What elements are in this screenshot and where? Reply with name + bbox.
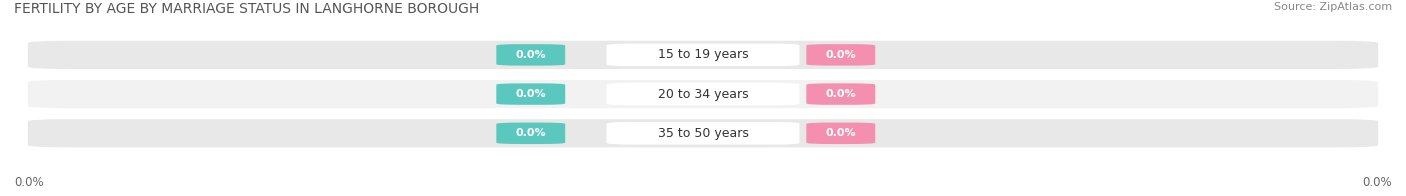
FancyBboxPatch shape <box>807 44 875 66</box>
Text: 0.0%: 0.0% <box>825 50 856 60</box>
Text: 0.0%: 0.0% <box>825 128 856 138</box>
Text: 20 to 34 years: 20 to 34 years <box>658 88 748 101</box>
Text: 0.0%: 0.0% <box>516 50 546 60</box>
FancyBboxPatch shape <box>496 122 565 144</box>
Text: Source: ZipAtlas.com: Source: ZipAtlas.com <box>1274 2 1392 12</box>
Text: 0.0%: 0.0% <box>825 89 856 99</box>
Text: 15 to 19 years: 15 to 19 years <box>658 48 748 61</box>
FancyBboxPatch shape <box>606 83 800 105</box>
FancyBboxPatch shape <box>807 83 875 105</box>
Text: FERTILITY BY AGE BY MARRIAGE STATUS IN LANGHORNE BOROUGH: FERTILITY BY AGE BY MARRIAGE STATUS IN L… <box>14 2 479 16</box>
FancyBboxPatch shape <box>606 122 800 145</box>
Text: 0.0%: 0.0% <box>14 176 44 189</box>
Text: 35 to 50 years: 35 to 50 years <box>658 127 748 140</box>
FancyBboxPatch shape <box>496 83 565 105</box>
Text: 0.0%: 0.0% <box>516 89 546 99</box>
Text: 0.0%: 0.0% <box>1362 176 1392 189</box>
FancyBboxPatch shape <box>28 41 1378 69</box>
FancyBboxPatch shape <box>28 119 1378 147</box>
Text: 0.0%: 0.0% <box>516 128 546 138</box>
FancyBboxPatch shape <box>807 122 875 144</box>
FancyBboxPatch shape <box>496 44 565 66</box>
FancyBboxPatch shape <box>28 80 1378 108</box>
FancyBboxPatch shape <box>606 44 800 66</box>
